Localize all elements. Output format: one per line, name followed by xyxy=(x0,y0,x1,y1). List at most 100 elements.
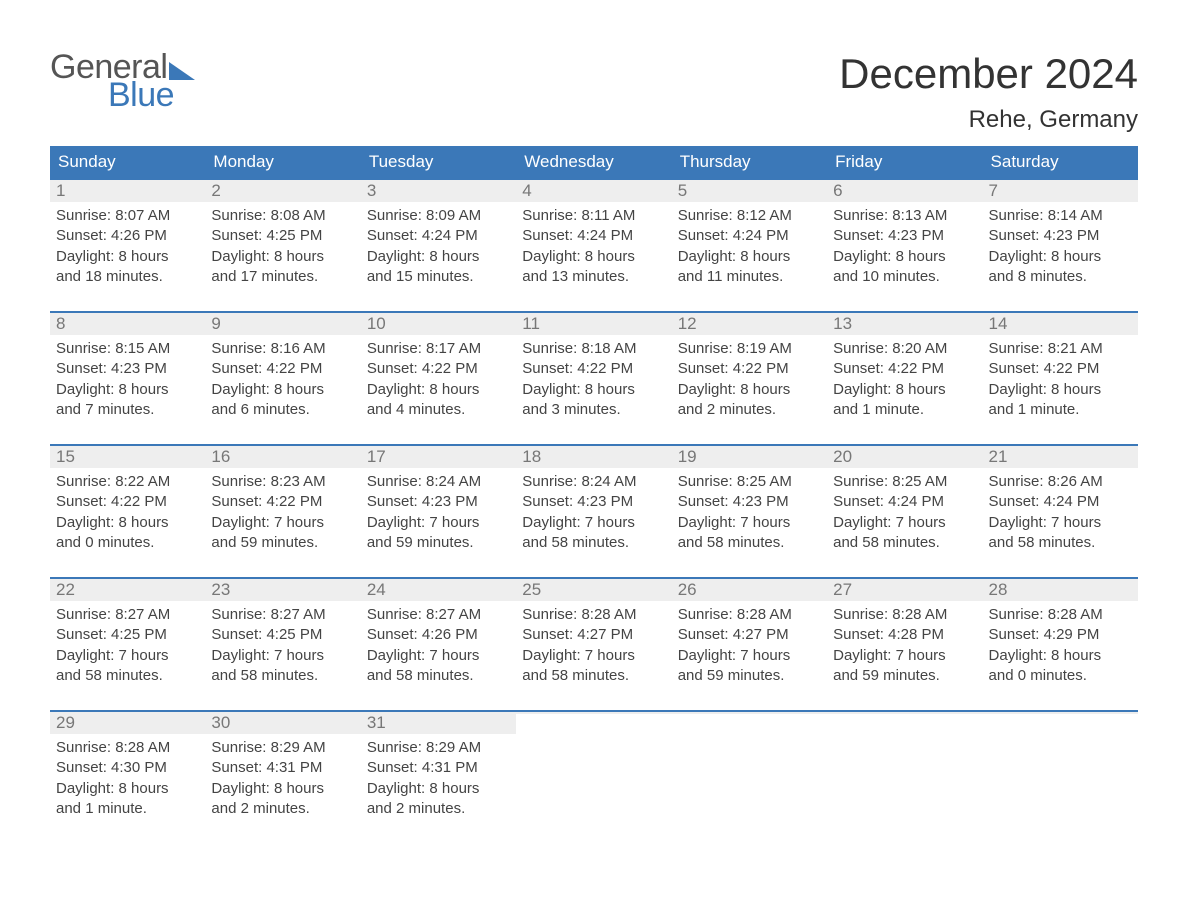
day-daylight1: Daylight: 8 hours xyxy=(367,247,510,267)
day-body: Sunrise: 8:07 AMSunset: 4:26 PMDaylight:… xyxy=(50,202,205,293)
header: General Blue December 2024 Rehe, Germany xyxy=(50,50,1138,134)
day-number: 16 xyxy=(205,446,360,468)
day-daylight2: and 10 minutes. xyxy=(833,267,976,287)
day-daylight2: and 59 minutes. xyxy=(211,533,354,553)
day-body: Sunrise: 8:22 AMSunset: 4:22 PMDaylight:… xyxy=(50,468,205,559)
day-cell: 7Sunrise: 8:14 AMSunset: 4:23 PMDaylight… xyxy=(983,180,1138,293)
day-cell: 30Sunrise: 8:29 AMSunset: 4:31 PMDayligh… xyxy=(205,712,360,825)
day-body: Sunrise: 8:29 AMSunset: 4:31 PMDaylight:… xyxy=(205,734,360,825)
day-body: Sunrise: 8:08 AMSunset: 4:25 PMDaylight:… xyxy=(205,202,360,293)
day-cell: 13Sunrise: 8:20 AMSunset: 4:22 PMDayligh… xyxy=(827,313,982,426)
day-sunrise: Sunrise: 8:28 AM xyxy=(522,605,665,625)
day-daylight1: Daylight: 7 hours xyxy=(522,513,665,533)
day-cell xyxy=(983,712,1138,825)
day-body: Sunrise: 8:26 AMSunset: 4:24 PMDaylight:… xyxy=(983,468,1138,559)
day-cell: 11Sunrise: 8:18 AMSunset: 4:22 PMDayligh… xyxy=(516,313,671,426)
day-cell xyxy=(516,712,671,825)
day-sunset: Sunset: 4:31 PM xyxy=(211,758,354,778)
day-body: Sunrise: 8:23 AMSunset: 4:22 PMDaylight:… xyxy=(205,468,360,559)
day-body: Sunrise: 8:27 AMSunset: 4:25 PMDaylight:… xyxy=(205,601,360,692)
day-sunrise: Sunrise: 8:09 AM xyxy=(367,206,510,226)
day-daylight1: Daylight: 8 hours xyxy=(989,247,1132,267)
day-number: 22 xyxy=(50,579,205,601)
day-body: Sunrise: 8:21 AMSunset: 4:22 PMDaylight:… xyxy=(983,335,1138,426)
day-daylight1: Daylight: 8 hours xyxy=(678,380,821,400)
day-number xyxy=(516,712,671,714)
week-row: 8Sunrise: 8:15 AMSunset: 4:23 PMDaylight… xyxy=(50,311,1138,426)
day-cell xyxy=(672,712,827,825)
day-number xyxy=(983,712,1138,714)
day-number: 12 xyxy=(672,313,827,335)
day-sunrise: Sunrise: 8:29 AM xyxy=(367,738,510,758)
day-daylight1: Daylight: 7 hours xyxy=(833,646,976,666)
day-cell: 9Sunrise: 8:16 AMSunset: 4:22 PMDaylight… xyxy=(205,313,360,426)
weekday-sunday: Sunday xyxy=(50,146,205,178)
day-sunset: Sunset: 4:24 PM xyxy=(678,226,821,246)
day-body: Sunrise: 8:16 AMSunset: 4:22 PMDaylight:… xyxy=(205,335,360,426)
day-number: 27 xyxy=(827,579,982,601)
day-sunset: Sunset: 4:31 PM xyxy=(367,758,510,778)
weekday-header-row: Sunday Monday Tuesday Wednesday Thursday… xyxy=(50,146,1138,178)
day-daylight1: Daylight: 8 hours xyxy=(833,380,976,400)
brand-logo: General Blue xyxy=(50,50,195,112)
week-row: 29Sunrise: 8:28 AMSunset: 4:30 PMDayligh… xyxy=(50,710,1138,825)
day-daylight1: Daylight: 8 hours xyxy=(367,779,510,799)
day-daylight1: Daylight: 8 hours xyxy=(56,247,199,267)
week-row: 22Sunrise: 8:27 AMSunset: 4:25 PMDayligh… xyxy=(50,577,1138,692)
calendar: Sunday Monday Tuesday Wednesday Thursday… xyxy=(50,146,1138,825)
day-sunset: Sunset: 4:22 PM xyxy=(367,359,510,379)
day-daylight1: Daylight: 8 hours xyxy=(367,380,510,400)
day-sunset: Sunset: 4:24 PM xyxy=(522,226,665,246)
day-sunrise: Sunrise: 8:25 AM xyxy=(833,472,976,492)
day-body: Sunrise: 8:25 AMSunset: 4:23 PMDaylight:… xyxy=(672,468,827,559)
day-body: Sunrise: 8:11 AMSunset: 4:24 PMDaylight:… xyxy=(516,202,671,293)
day-body: Sunrise: 8:28 AMSunset: 4:30 PMDaylight:… xyxy=(50,734,205,825)
day-daylight1: Daylight: 7 hours xyxy=(56,646,199,666)
day-cell: 24Sunrise: 8:27 AMSunset: 4:26 PMDayligh… xyxy=(361,579,516,692)
day-cell: 8Sunrise: 8:15 AMSunset: 4:23 PMDaylight… xyxy=(50,313,205,426)
day-sunrise: Sunrise: 8:14 AM xyxy=(989,206,1132,226)
day-daylight2: and 59 minutes. xyxy=(678,666,821,686)
day-cell: 23Sunrise: 8:27 AMSunset: 4:25 PMDayligh… xyxy=(205,579,360,692)
day-cell: 31Sunrise: 8:29 AMSunset: 4:31 PMDayligh… xyxy=(361,712,516,825)
day-body: Sunrise: 8:24 AMSunset: 4:23 PMDaylight:… xyxy=(516,468,671,559)
day-daylight1: Daylight: 7 hours xyxy=(989,513,1132,533)
day-sunset: Sunset: 4:22 PM xyxy=(56,492,199,512)
day-cell: 14Sunrise: 8:21 AMSunset: 4:22 PMDayligh… xyxy=(983,313,1138,426)
day-sunrise: Sunrise: 8:12 AM xyxy=(678,206,821,226)
day-daylight1: Daylight: 8 hours xyxy=(833,247,976,267)
day-daylight1: Daylight: 8 hours xyxy=(989,646,1132,666)
day-sunset: Sunset: 4:23 PM xyxy=(56,359,199,379)
day-body: Sunrise: 8:27 AMSunset: 4:25 PMDaylight:… xyxy=(50,601,205,692)
day-number: 10 xyxy=(361,313,516,335)
day-sunset: Sunset: 4:23 PM xyxy=(367,492,510,512)
weekday-wednesday: Wednesday xyxy=(516,146,671,178)
location-label: Rehe, Germany xyxy=(839,106,1138,134)
day-sunrise: Sunrise: 8:27 AM xyxy=(56,605,199,625)
day-daylight1: Daylight: 7 hours xyxy=(678,513,821,533)
day-number: 4 xyxy=(516,180,671,202)
day-daylight1: Daylight: 7 hours xyxy=(211,513,354,533)
day-daylight1: Daylight: 7 hours xyxy=(833,513,976,533)
day-sunset: Sunset: 4:23 PM xyxy=(522,492,665,512)
day-daylight1: Daylight: 8 hours xyxy=(56,380,199,400)
day-sunset: Sunset: 4:22 PM xyxy=(833,359,976,379)
day-cell: 25Sunrise: 8:28 AMSunset: 4:27 PMDayligh… xyxy=(516,579,671,692)
day-sunrise: Sunrise: 8:21 AM xyxy=(989,339,1132,359)
day-body: Sunrise: 8:13 AMSunset: 4:23 PMDaylight:… xyxy=(827,202,982,293)
week-row: 15Sunrise: 8:22 AMSunset: 4:22 PMDayligh… xyxy=(50,444,1138,559)
day-daylight1: Daylight: 7 hours xyxy=(211,646,354,666)
day-sunrise: Sunrise: 8:22 AM xyxy=(56,472,199,492)
day-daylight2: and 7 minutes. xyxy=(56,400,199,420)
day-cell: 12Sunrise: 8:19 AMSunset: 4:22 PMDayligh… xyxy=(672,313,827,426)
weekday-tuesday: Tuesday xyxy=(361,146,516,178)
day-sunrise: Sunrise: 8:19 AM xyxy=(678,339,821,359)
day-daylight1: Daylight: 8 hours xyxy=(211,247,354,267)
day-sunset: Sunset: 4:27 PM xyxy=(678,625,821,645)
day-body: Sunrise: 8:28 AMSunset: 4:28 PMDaylight:… xyxy=(827,601,982,692)
day-daylight2: and 1 minute. xyxy=(833,400,976,420)
day-daylight2: and 59 minutes. xyxy=(367,533,510,553)
day-daylight1: Daylight: 7 hours xyxy=(367,513,510,533)
day-number: 6 xyxy=(827,180,982,202)
month-title: December 2024 xyxy=(839,50,1138,98)
